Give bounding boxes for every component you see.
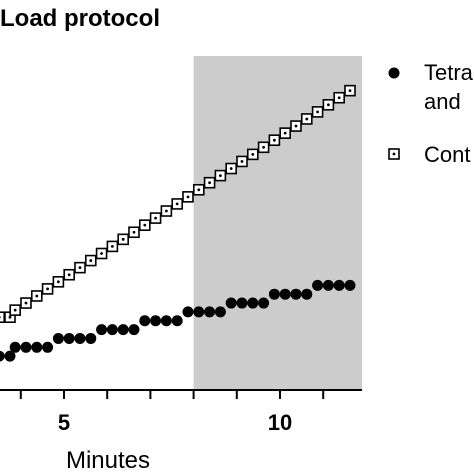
dotted-square-point	[20, 297, 32, 309]
dotted-square-point	[128, 226, 140, 239]
legend-label: Tetra	[424, 60, 474, 85]
filled-circle-point	[106, 324, 118, 336]
filled-circle-point	[171, 315, 183, 327]
filled-circle-point	[150, 315, 162, 327]
dotted-square-point	[30, 290, 43, 302]
filled-circle-point	[160, 315, 172, 327]
dotted-square-point	[63, 268, 75, 281]
dotted-square-point	[311, 106, 324, 118]
filled-circle-point	[258, 297, 270, 309]
dotted-square-point	[225, 162, 237, 175]
filled-circle-point	[9, 341, 21, 353]
filled-circle-point	[96, 324, 108, 336]
dotted-square-point	[95, 247, 108, 260]
legend-dotted-square-marker	[388, 148, 400, 160]
dotted-square-point	[300, 113, 313, 125]
filled-circle-point	[193, 306, 205, 318]
legend-filled-circle-marker	[388, 67, 400, 79]
shaded-phase-region	[193, 56, 363, 390]
filled-circle-point	[214, 306, 226, 318]
dotted-square-point	[117, 233, 129, 246]
legend-label: and	[424, 89, 461, 114]
x-tick-label: 10	[268, 410, 292, 435]
dotted-square-point	[246, 148, 259, 161]
filled-circle-point	[31, 341, 43, 353]
filled-circle-point	[0, 350, 5, 362]
dotted-square-point	[333, 91, 345, 104]
dotted-square-point	[279, 127, 291, 139]
filled-circle-point	[312, 279, 324, 291]
filled-circle-point	[52, 332, 64, 344]
dotted-square-point	[182, 191, 194, 203]
data-points-layer	[0, 84, 356, 362]
dotted-square-point	[84, 254, 97, 267]
filled-circle-point	[344, 279, 356, 291]
filled-circle-point	[20, 341, 32, 353]
filled-circle-point	[4, 350, 16, 362]
dotted-square-point	[203, 176, 216, 189]
filled-circle-point	[301, 288, 313, 300]
chart-title: Load protocol	[0, 5, 160, 32]
x-tick-label: 5	[58, 410, 70, 435]
dotted-square-point	[214, 169, 227, 182]
filled-circle-point	[333, 279, 345, 291]
x-axis-label: Minutes	[66, 447, 150, 474]
dotted-square-point	[138, 219, 151, 231]
dotted-square-point	[344, 84, 356, 97]
dotted-square-point	[9, 304, 21, 316]
filled-circle-point	[182, 306, 194, 318]
x-axis: 5 10	[0, 389, 363, 435]
dotted-square-point	[74, 261, 86, 274]
shaded-region-layer	[193, 56, 363, 390]
dotted-square-point	[106, 240, 119, 253]
filled-circle-point	[63, 332, 75, 344]
filled-circle-point	[247, 297, 259, 309]
filled-circle-point	[204, 306, 216, 318]
dotted-square-point	[149, 212, 162, 224]
legend-label: Cont	[424, 142, 470, 167]
dotted-square-point	[268, 134, 281, 147]
dotted-square-point	[52, 276, 65, 288]
filled-circle-point	[128, 324, 140, 336]
dotted-square-point	[41, 283, 54, 295]
filled-circle-point	[117, 324, 129, 336]
filled-circle-point	[42, 341, 54, 353]
filled-circle-point	[74, 332, 86, 344]
filled-circle-point	[322, 279, 334, 291]
legend: Tetra and Cont	[388, 60, 474, 167]
dotted-square-point	[236, 155, 248, 168]
filled-circle-point	[290, 288, 302, 300]
filled-circle-point	[268, 288, 280, 300]
filled-circle-point	[85, 332, 97, 344]
filled-circle-point	[279, 288, 291, 300]
dotted-square-point	[257, 141, 270, 154]
dotted-square-point	[290, 120, 302, 132]
filled-circle-point	[236, 297, 248, 309]
dotted-square-point	[160, 205, 173, 217]
dotted-square-point	[171, 198, 183, 210]
dotted-square-point	[322, 99, 335, 111]
dotted-square-point	[192, 183, 205, 196]
filled-circle-point	[225, 297, 237, 309]
dotted-square-point	[0, 311, 5, 324]
filled-circle-point	[139, 315, 151, 327]
